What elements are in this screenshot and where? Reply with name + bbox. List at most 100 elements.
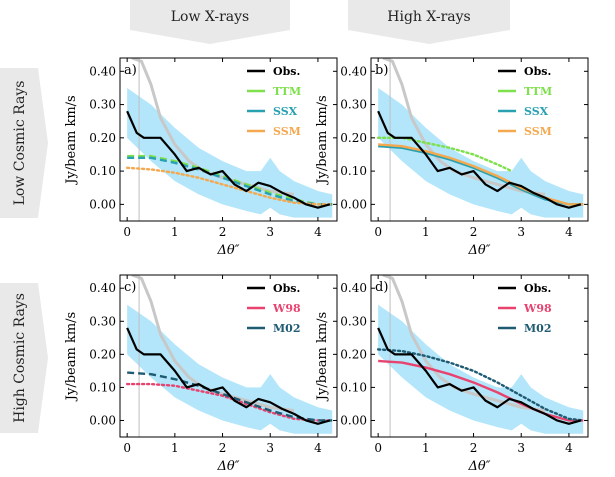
- y-tick-label: 0.30: [340, 314, 367, 328]
- series-line-w98: [378, 359, 584, 422]
- x-tick-label: 2: [470, 225, 478, 239]
- row-label-high-cosmic-rays: High Cosmic Rays: [12, 293, 28, 423]
- y-tick-label: 0.40: [340, 64, 367, 78]
- x-tick-label: 3: [266, 225, 274, 239]
- uncertainty-band: [127, 87, 333, 218]
- y-tick-label: 0.00: [89, 413, 116, 427]
- panel-c: 0 1 2 3 4 0.00 0.10 0.20 0.30 0.40 Jy/beam km/s Δθ″…: [64, 274, 338, 474]
- panel-label: a): [124, 63, 137, 78]
- y-tick-label: 0.20: [340, 131, 367, 145]
- series-line-obs: [377, 327, 582, 425]
- panel-label: d): [375, 280, 388, 295]
- x-axis-label: Δθ″: [467, 243, 490, 258]
- axes-frame: [370, 57, 589, 222]
- panel-a: 0 1 2 3 4 0.00 0.10 0.20 0.30 0.40 Jy/beam km/s Δθ″…: [64, 57, 338, 258]
- x-tick-label: 2: [219, 441, 227, 455]
- x-tick-label: 2: [470, 441, 478, 455]
- y-tick-label: 0.00: [340, 413, 367, 427]
- uncertainty-band: [378, 87, 584, 218]
- x-tick-label: 0: [123, 441, 131, 455]
- legend-label-ssx: SSX: [273, 105, 298, 118]
- x-tick-label: 3: [266, 441, 274, 455]
- legend: Obs. W98 M02: [498, 282, 552, 335]
- x-tick-label: 4: [314, 441, 322, 455]
- banner-shape: [0, 68, 48, 218]
- axes-frame: [119, 57, 338, 222]
- series-line-obs: [126, 110, 331, 209]
- banner-shape: [130, 0, 290, 44]
- y-tick-label: 0.40: [89, 281, 116, 295]
- y-tick-label: 0.20: [89, 347, 116, 361]
- x-axis-label: Δθ″: [467, 459, 490, 474]
- series-line-ttm: [127, 154, 333, 206]
- panel-d: 0 1 2 3 4 0.00 0.10 0.20 0.30 0.40 Jy/beam km/s Δθ″…: [315, 274, 589, 474]
- x-tick-label: 0: [374, 441, 382, 455]
- y-tick-label: 0.10: [340, 164, 367, 178]
- series-line-m02: [127, 371, 333, 422]
- plot-area: [125, 275, 334, 437]
- y-tick-label: 0.20: [89, 131, 116, 145]
- series-line-ssx: [127, 156, 333, 206]
- y-axis-label: Jy/beam km/s: [315, 312, 330, 402]
- legend-label-w98: W98: [272, 302, 301, 315]
- plot-area: [376, 275, 585, 437]
- x-axis-label: Δθ″: [216, 459, 239, 474]
- x-tick-label: 1: [422, 441, 430, 455]
- y-axis-label: Jy/beam km/s: [64, 95, 79, 185]
- y-tick-label: 0.30: [89, 314, 116, 328]
- y-tick-label: 0.00: [89, 197, 116, 211]
- series-line-obs: [126, 327, 331, 425]
- series-line-ssm: [378, 143, 584, 206]
- legend-label-ssx: SSX: [524, 105, 549, 118]
- column-label-high-xrays: High X-rays: [387, 9, 470, 25]
- legend-label-w98: W98: [523, 302, 552, 315]
- x-axis-label: Δθ″: [216, 243, 239, 258]
- x-tick-label: 3: [517, 441, 525, 455]
- x-tick-label: 4: [565, 441, 573, 455]
- banner-shape: [0, 283, 48, 433]
- x-tick-label: 1: [171, 225, 179, 239]
- column-banner-low-xrays: Low X-rays: [130, 0, 290, 44]
- y-tick-label: 0.10: [89, 164, 116, 178]
- x-tick-label: 2: [219, 225, 227, 239]
- panel-b: 0 1 2 3 4 0.00 0.10 0.20 0.30 0.40 Jy/beam km/s Δθ″…: [315, 57, 589, 258]
- legend-label-obs: Obs.: [273, 282, 300, 295]
- panel-label: b): [375, 63, 388, 78]
- panel-label: c): [124, 280, 136, 295]
- series-line-m02: [376, 348, 585, 422]
- legend-label-ttm: TTM: [524, 85, 552, 98]
- x-tick-label: 0: [374, 225, 382, 239]
- series-line-obs: [377, 110, 582, 209]
- column-label-low-xrays: Low X-rays: [171, 9, 250, 25]
- uncertainty-band: [127, 304, 333, 434]
- y-tick-label: 0.40: [89, 64, 116, 78]
- y-tick-label: 0.00: [340, 197, 367, 211]
- y-tick-label: 0.10: [340, 380, 367, 394]
- y-axis-label: Jy/beam km/s: [315, 95, 330, 185]
- y-tick-label: 0.20: [340, 347, 367, 361]
- legend-label-obs: Obs.: [524, 282, 551, 295]
- legend-label-obs: Obs.: [273, 65, 300, 78]
- x-tick-label: 0: [123, 225, 131, 239]
- legend: Obs. W98 M02: [247, 282, 301, 335]
- legend-label-ssm: SSM: [273, 125, 301, 138]
- legend-label-ttm: TTM: [273, 85, 301, 98]
- x-tick-label: 1: [171, 441, 179, 455]
- y-axis-label: Jy/beam km/s: [64, 312, 79, 402]
- row-banner-high-cosmic-rays: High Cosmic Rays: [0, 283, 48, 433]
- y-tick-label: 0.30: [340, 98, 367, 112]
- y-tick-label: 0.10: [89, 380, 116, 394]
- legend-label-m02: M02: [273, 322, 300, 335]
- y-tick-label: 0.30: [89, 98, 116, 112]
- row-label-low-cosmic-rays: Low Cosmic Rays: [12, 81, 28, 206]
- legend: Obs. TTM SSX SSM: [247, 65, 301, 138]
- x-tick-label: 1: [422, 225, 430, 239]
- column-banner-high-xrays: High X-rays: [348, 0, 510, 44]
- x-tick-label: 4: [314, 225, 322, 239]
- x-tick-label: 4: [565, 225, 573, 239]
- plot-area: [125, 58, 334, 221]
- y-tick-label: 0.40: [340, 281, 367, 295]
- axes-frame: [370, 274, 589, 438]
- legend-label-m02: M02: [524, 322, 551, 335]
